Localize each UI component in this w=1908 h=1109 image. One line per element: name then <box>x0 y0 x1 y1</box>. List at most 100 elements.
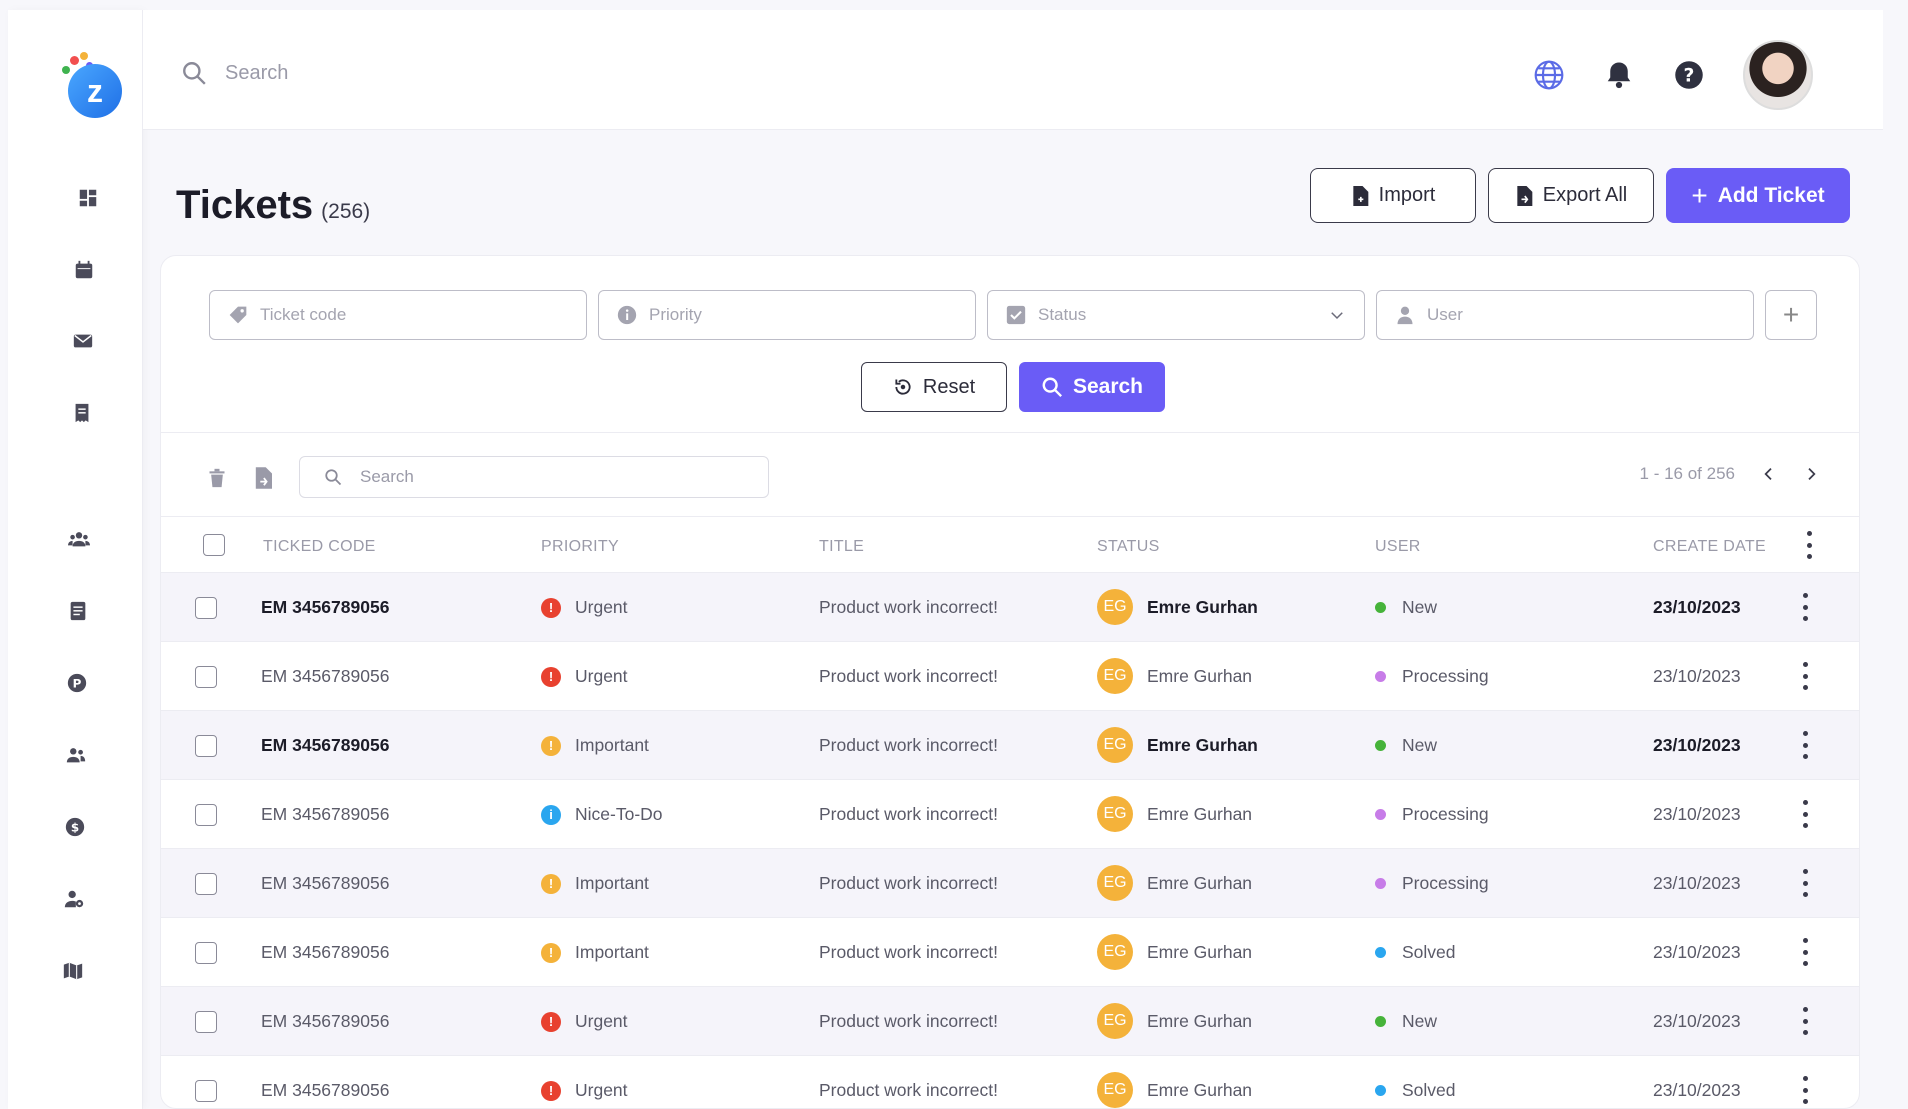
plus-icon: + <box>1691 179 1708 211</box>
assignee-cell: EG Emre Gurhan <box>1097 865 1252 901</box>
status-dot <box>1375 740 1386 751</box>
invoice-icon[interactable] <box>68 399 96 427</box>
app-logo[interactable]: z <box>60 52 124 118</box>
table-row[interactable]: EM 3456789056 ! Urgent Product work inco… <box>161 1055 1859 1109</box>
select-all-checkbox[interactable] <box>203 534 225 556</box>
row-options-button[interactable] <box>1803 938 1809 966</box>
search-button[interactable]: Search <box>1019 362 1165 412</box>
globe-icon[interactable] <box>1533 59 1565 91</box>
table-row[interactable]: EM 3456789056 ! Urgent Product work inco… <box>161 641 1859 710</box>
row-options-button[interactable] <box>1803 800 1809 828</box>
ticket-code[interactable]: EM 3456789056 <box>261 873 390 893</box>
user-settings-icon[interactable] <box>60 885 88 913</box>
export-all-button[interactable]: Export All <box>1488 168 1654 223</box>
search-icon <box>1042 377 1062 398</box>
priority-label: Nice-To-Do <box>575 804 663 824</box>
trash-icon[interactable] <box>203 464 231 492</box>
row-checkbox[interactable] <box>195 1080 217 1102</box>
dashboard-icon[interactable] <box>74 184 102 212</box>
assignee-avatar: EG <box>1097 727 1133 763</box>
info-icon <box>617 305 637 325</box>
dollar-icon[interactable]: $ <box>61 813 89 841</box>
row-options-button[interactable] <box>1803 1007 1809 1035</box>
row-options-button[interactable] <box>1803 869 1809 897</box>
create-date: 23/10/2023 <box>1653 597 1741 617</box>
ticket-code-placeholder: Ticket code <box>260 305 347 324</box>
status-dot <box>1375 809 1386 820</box>
users-icon[interactable] <box>62 741 90 769</box>
chevron-down-icon <box>1331 312 1343 320</box>
row-checkbox[interactable] <box>195 735 217 757</box>
row-checkbox[interactable] <box>195 666 217 688</box>
ticket-code[interactable]: EM 3456789056 <box>261 735 390 755</box>
row-checkbox[interactable] <box>195 597 217 619</box>
ticket-code-filter[interactable]: Ticket code <box>209 290 587 340</box>
status-dot <box>1375 1085 1386 1096</box>
table-search-input[interactable]: Search <box>299 456 769 498</box>
table-row[interactable]: EM 3456789056 i Nice-To-Do Product work … <box>161 779 1859 848</box>
document-icon[interactable] <box>64 597 92 625</box>
user-avatar[interactable] <box>1743 40 1813 110</box>
bell-icon[interactable] <box>1603 59 1635 91</box>
add-filter-button[interactable]: + <box>1765 290 1817 340</box>
ticket-code[interactable]: EM 3456789056 <box>261 1011 390 1031</box>
column-create-date[interactable]: CREATE DATE <box>1653 538 1766 555</box>
reset-button[interactable]: Reset <box>861 362 1007 412</box>
calendar-icon[interactable] <box>70 256 98 284</box>
ticket-code[interactable]: EM 3456789056 <box>261 804 390 824</box>
parking-icon[interactable]: P <box>63 669 91 697</box>
user-filter[interactable]: User <box>1376 290 1754 340</box>
add-ticket-label: Add Ticket <box>1717 183 1825 207</box>
priority-cell: ! Urgent <box>541 1011 628 1032</box>
svg-text:?: ? <box>1684 65 1695 86</box>
row-checkbox[interactable] <box>195 942 217 964</box>
ticket-code[interactable]: EM 3456789056 <box>261 666 390 686</box>
column-options-button[interactable] <box>1807 531 1813 559</box>
create-date: 23/10/2023 <box>1653 1080 1741 1100</box>
table-row[interactable]: EM 3456789056 ! Important Product work i… <box>161 848 1859 917</box>
column-status[interactable]: STATUS <box>1097 538 1160 555</box>
table-row[interactable]: EM 3456789056 ! Important Product work i… <box>161 917 1859 986</box>
ticket-code[interactable]: EM 3456789056 <box>261 597 390 617</box>
table-row[interactable]: EM 3456789056 ! Important Product work i… <box>161 710 1859 779</box>
add-ticket-button[interactable]: + Add Ticket <box>1666 168 1850 223</box>
priority-filter[interactable]: Priority <box>598 290 976 340</box>
row-options-button[interactable] <box>1803 593 1809 621</box>
chevron-right-icon[interactable] <box>1803 466 1819 482</box>
status-label: New <box>1402 597 1438 617</box>
row-checkbox[interactable] <box>195 1011 217 1033</box>
row-options-button[interactable] <box>1803 662 1809 690</box>
export-file-icon[interactable] <box>249 464 277 492</box>
global-search-input[interactable]: Search <box>225 61 289 84</box>
priority-label: Urgent <box>575 1080 628 1100</box>
row-checkbox[interactable] <box>195 873 217 895</box>
ticket-title: Product work incorrect! <box>819 735 998 755</box>
table-header: TICKED CODE PRIORITY TITLE STATUS USER C… <box>161 516 1859 572</box>
status-cell: Processing <box>1375 666 1489 687</box>
sidebar: z P $ <box>8 10 143 1109</box>
table-row[interactable]: EM 3456789056 ! Urgent Product work inco… <box>161 572 1859 641</box>
status-cell: Solved <box>1375 1080 1456 1101</box>
divider <box>161 432 1859 433</box>
column-ticket-code[interactable]: TICKED CODE <box>263 538 376 555</box>
team-icon[interactable] <box>65 525 93 553</box>
mail-icon[interactable] <box>69 327 97 355</box>
column-priority[interactable]: PRIORITY <box>541 538 619 555</box>
help-icon[interactable]: ? <box>1673 59 1705 91</box>
priority-cell: i Nice-To-Do <box>541 804 663 825</box>
ticket-code[interactable]: EM 3456789056 <box>261 1080 390 1100</box>
table-row[interactable]: EM 3456789056 ! Urgent Product work inco… <box>161 986 1859 1055</box>
row-options-button[interactable] <box>1803 731 1809 759</box>
chevron-left-icon[interactable] <box>1761 466 1777 482</box>
global-search[interactable]: Search <box>181 60 288 86</box>
import-button[interactable]: Import <box>1310 168 1476 223</box>
priority-icon: ! <box>541 873 561 894</box>
row-checkbox[interactable] <box>195 804 217 826</box>
map-icon[interactable] <box>59 957 87 985</box>
ticket-code[interactable]: EM 3456789056 <box>261 942 390 962</box>
status-filter[interactable]: Status <box>987 290 1365 340</box>
column-user[interactable]: USER <box>1375 538 1421 555</box>
row-options-button[interactable] <box>1803 1076 1809 1104</box>
column-title[interactable]: TITLE <box>819 538 865 555</box>
search-icon <box>325 469 342 486</box>
